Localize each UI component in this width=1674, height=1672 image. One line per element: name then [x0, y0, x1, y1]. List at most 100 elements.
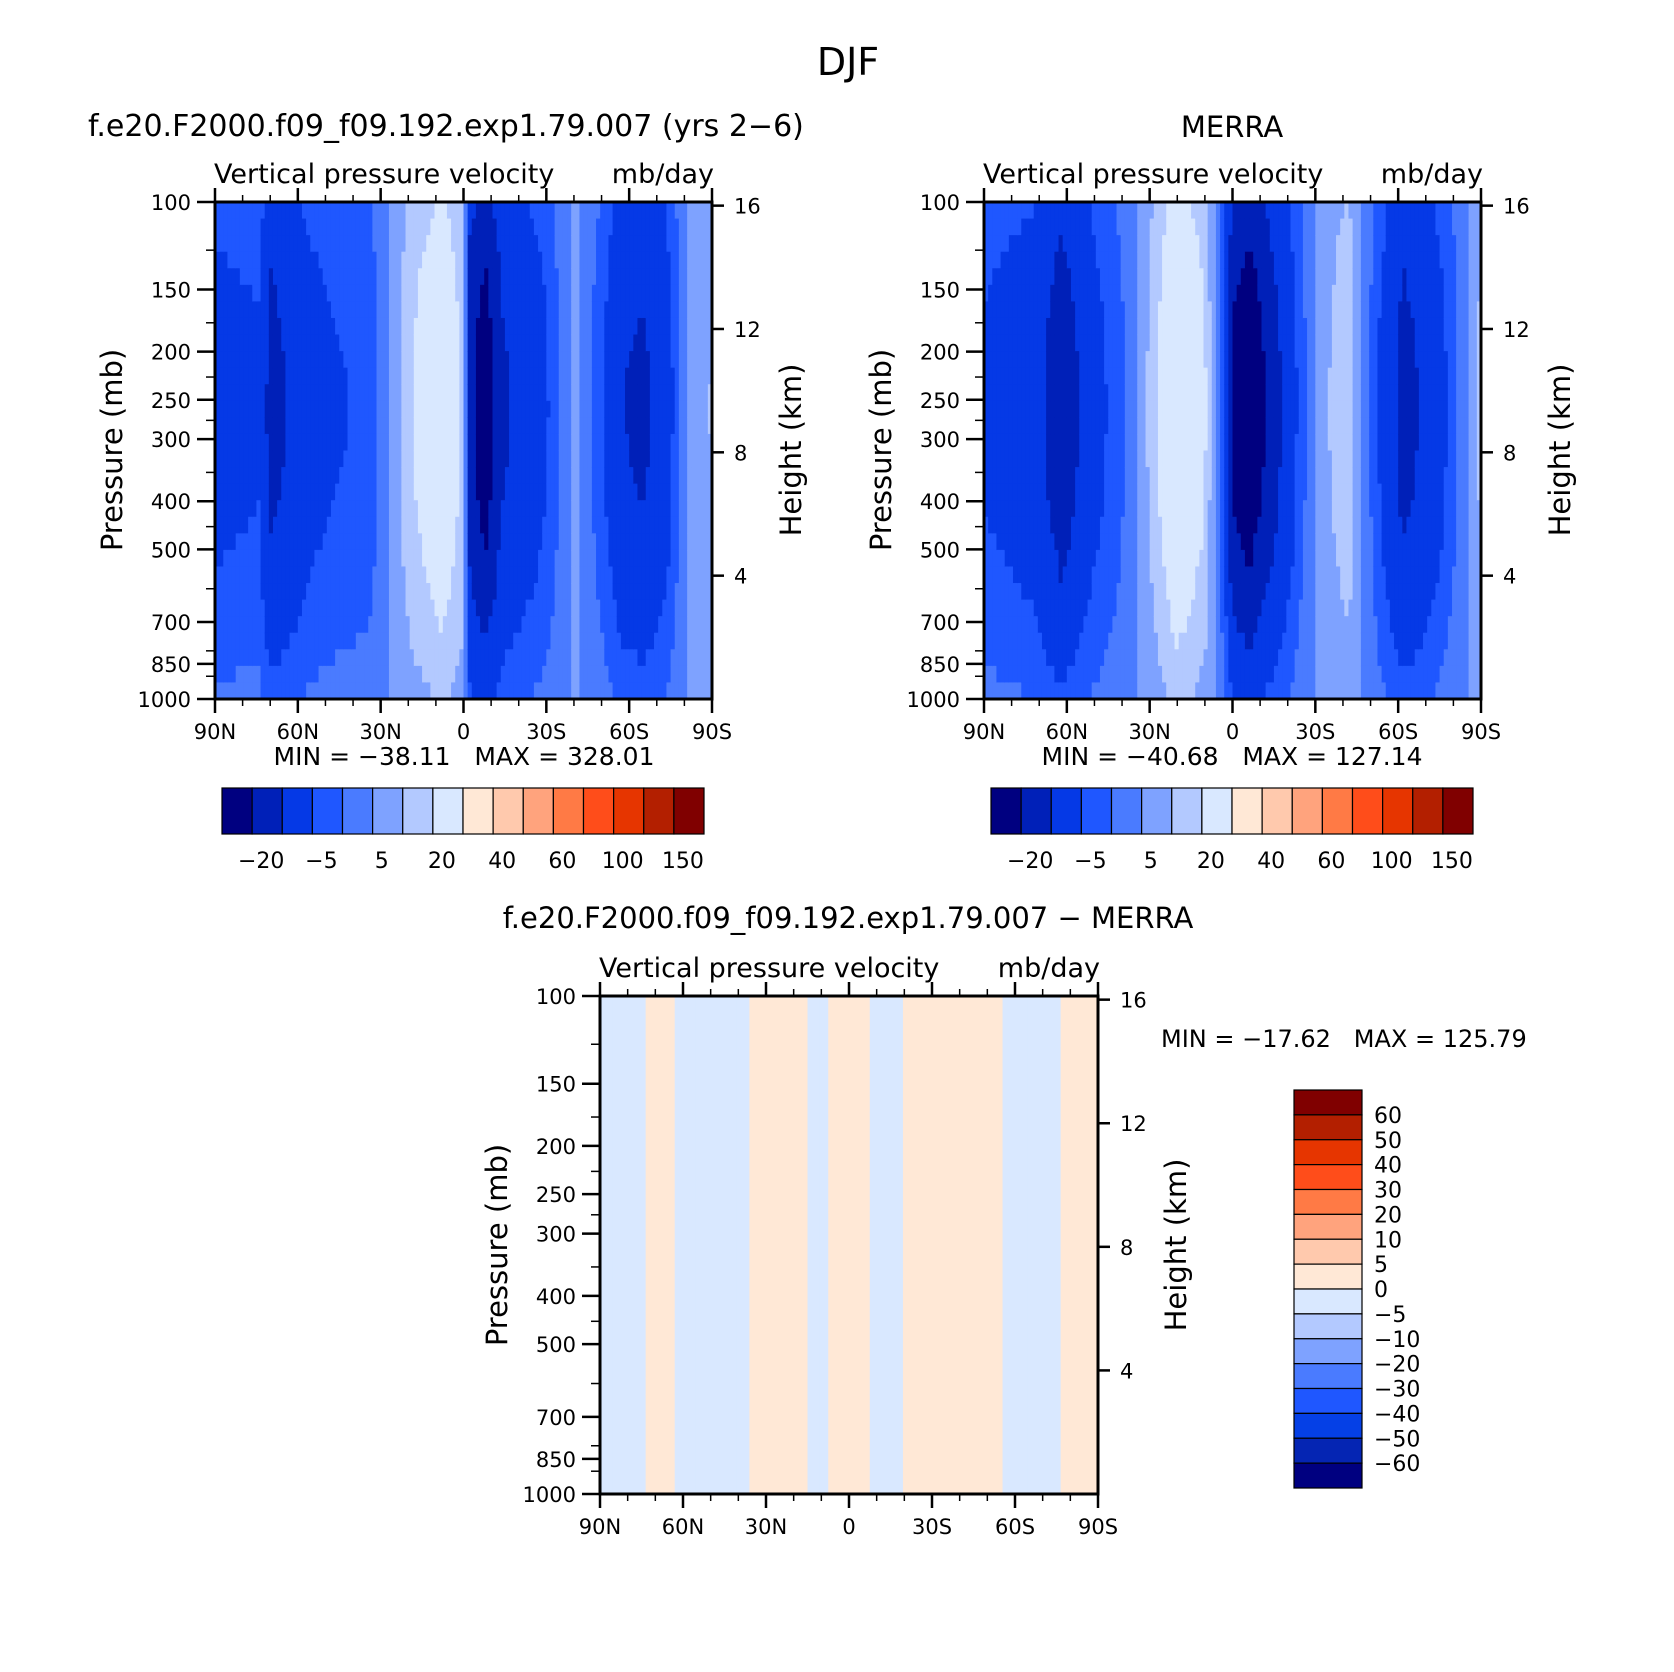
contour-cell: [658, 632, 663, 650]
contour-cell: [1008, 682, 1014, 699]
contour-cell: [1083, 268, 1089, 286]
contour-cell: [1041, 467, 1047, 485]
contour-cell: [620, 467, 626, 485]
contour-cell: [1128, 599, 1134, 617]
contour-cell: [1050, 566, 1056, 584]
contour-cell: [571, 251, 576, 269]
contour-cell: [248, 500, 253, 518]
contour-cell: [1141, 682, 1147, 699]
contour-cell: [678, 367, 684, 385]
contour-cell: [1087, 334, 1093, 352]
contour-cell: [335, 682, 340, 699]
contour-cell: [289, 467, 295, 485]
contour-cell: [596, 351, 601, 369]
contour-cell: [691, 268, 697, 286]
contour-cell: [1046, 566, 1051, 584]
contour-cell: [587, 351, 593, 369]
contour-cell: [318, 516, 324, 534]
contour-cell: [252, 334, 258, 352]
contour-cell: [301, 649, 307, 667]
contour-cell: [455, 467, 460, 485]
contour-cell: [330, 616, 336, 634]
contour-cell: [678, 500, 684, 518]
contour-cell: [239, 583, 245, 601]
contour-cell: [649, 599, 655, 617]
contour-cell: [1000, 433, 1006, 452]
contour-cell: [620, 516, 626, 534]
contour-cell: [554, 665, 560, 684]
contour-cell: [347, 649, 353, 667]
contour-cell: [500, 583, 506, 601]
contour-cell: [571, 218, 576, 236]
contour-cell: [678, 301, 684, 319]
contour-cell: [384, 566, 390, 584]
contour-cell: [616, 351, 622, 369]
contour-cell: [471, 400, 477, 418]
contour-cell: [620, 616, 626, 634]
contour-cell: [654, 301, 659, 319]
contour-cell: [604, 301, 610, 319]
contour-cell: [1075, 632, 1080, 650]
contour-cell: [683, 665, 688, 684]
contour-cell: [992, 433, 998, 452]
contour-cell: [388, 433, 394, 452]
contour-cell: [252, 268, 258, 286]
contour-cell: [364, 516, 369, 534]
contour-cell: [239, 467, 245, 485]
contour-cell: [215, 317, 220, 336]
contour-cell: [699, 251, 705, 269]
contour-cell: [314, 417, 320, 435]
contour-cell: [438, 417, 444, 435]
contour-cell: [1075, 284, 1080, 302]
contour-cell: [1008, 384, 1014, 402]
contour-cell: [1029, 500, 1035, 518]
contour-cell: [691, 367, 697, 385]
contour-cell: [1008, 367, 1014, 385]
colorbar-box: [402, 787, 434, 835]
contour-cell: [687, 384, 692, 402]
contour-cell: [600, 351, 605, 369]
contour-cell: [455, 450, 460, 468]
contour-cell: [248, 251, 253, 269]
contour-cell: [699, 268, 705, 286]
contour-cell: [1137, 483, 1142, 501]
contour-cell: [1112, 533, 1118, 551]
contour-cell: [612, 500, 618, 518]
contour-cell: [219, 301, 224, 319]
contour-cell: [1087, 599, 1093, 617]
contour-cell: [525, 599, 531, 617]
contour-cell: [1104, 649, 1109, 667]
contour-cell: [654, 467, 659, 485]
contour-cell: [335, 500, 340, 518]
contour-cell: [649, 351, 655, 369]
contour-cell: [649, 367, 655, 385]
contour-cell: [1004, 632, 1010, 650]
contour-cell: [1058, 218, 1064, 236]
contour-cell: [633, 433, 639, 452]
contour-cell: [1000, 516, 1006, 534]
contour-cell: [372, 417, 378, 435]
contour-cell: [1037, 317, 1043, 336]
contour-cell: [1149, 516, 1155, 534]
contour-cell: [289, 384, 295, 402]
contour-cell: [517, 301, 523, 319]
contour-cell: [604, 599, 610, 617]
contour-cell: [417, 682, 423, 699]
contour-cell: [438, 367, 444, 385]
contour-cell: [529, 218, 535, 236]
contour-cell: [1008, 218, 1014, 236]
contour-cell: [558, 483, 564, 501]
contour-cell: [252, 566, 258, 584]
contour-cell: [322, 483, 328, 501]
contour-cell: [413, 301, 419, 319]
contour-cell: [347, 632, 353, 650]
contour-cell: [314, 533, 320, 551]
contour-cell: [1104, 400, 1109, 418]
contour-cell: [596, 235, 601, 253]
contour-cell: [231, 417, 237, 435]
contour-cell: [1012, 301, 1018, 319]
contour-cell: [281, 367, 287, 385]
contour-cell: [612, 549, 618, 568]
contour-cell: [355, 251, 361, 269]
contour-cell: [1062, 483, 1068, 501]
